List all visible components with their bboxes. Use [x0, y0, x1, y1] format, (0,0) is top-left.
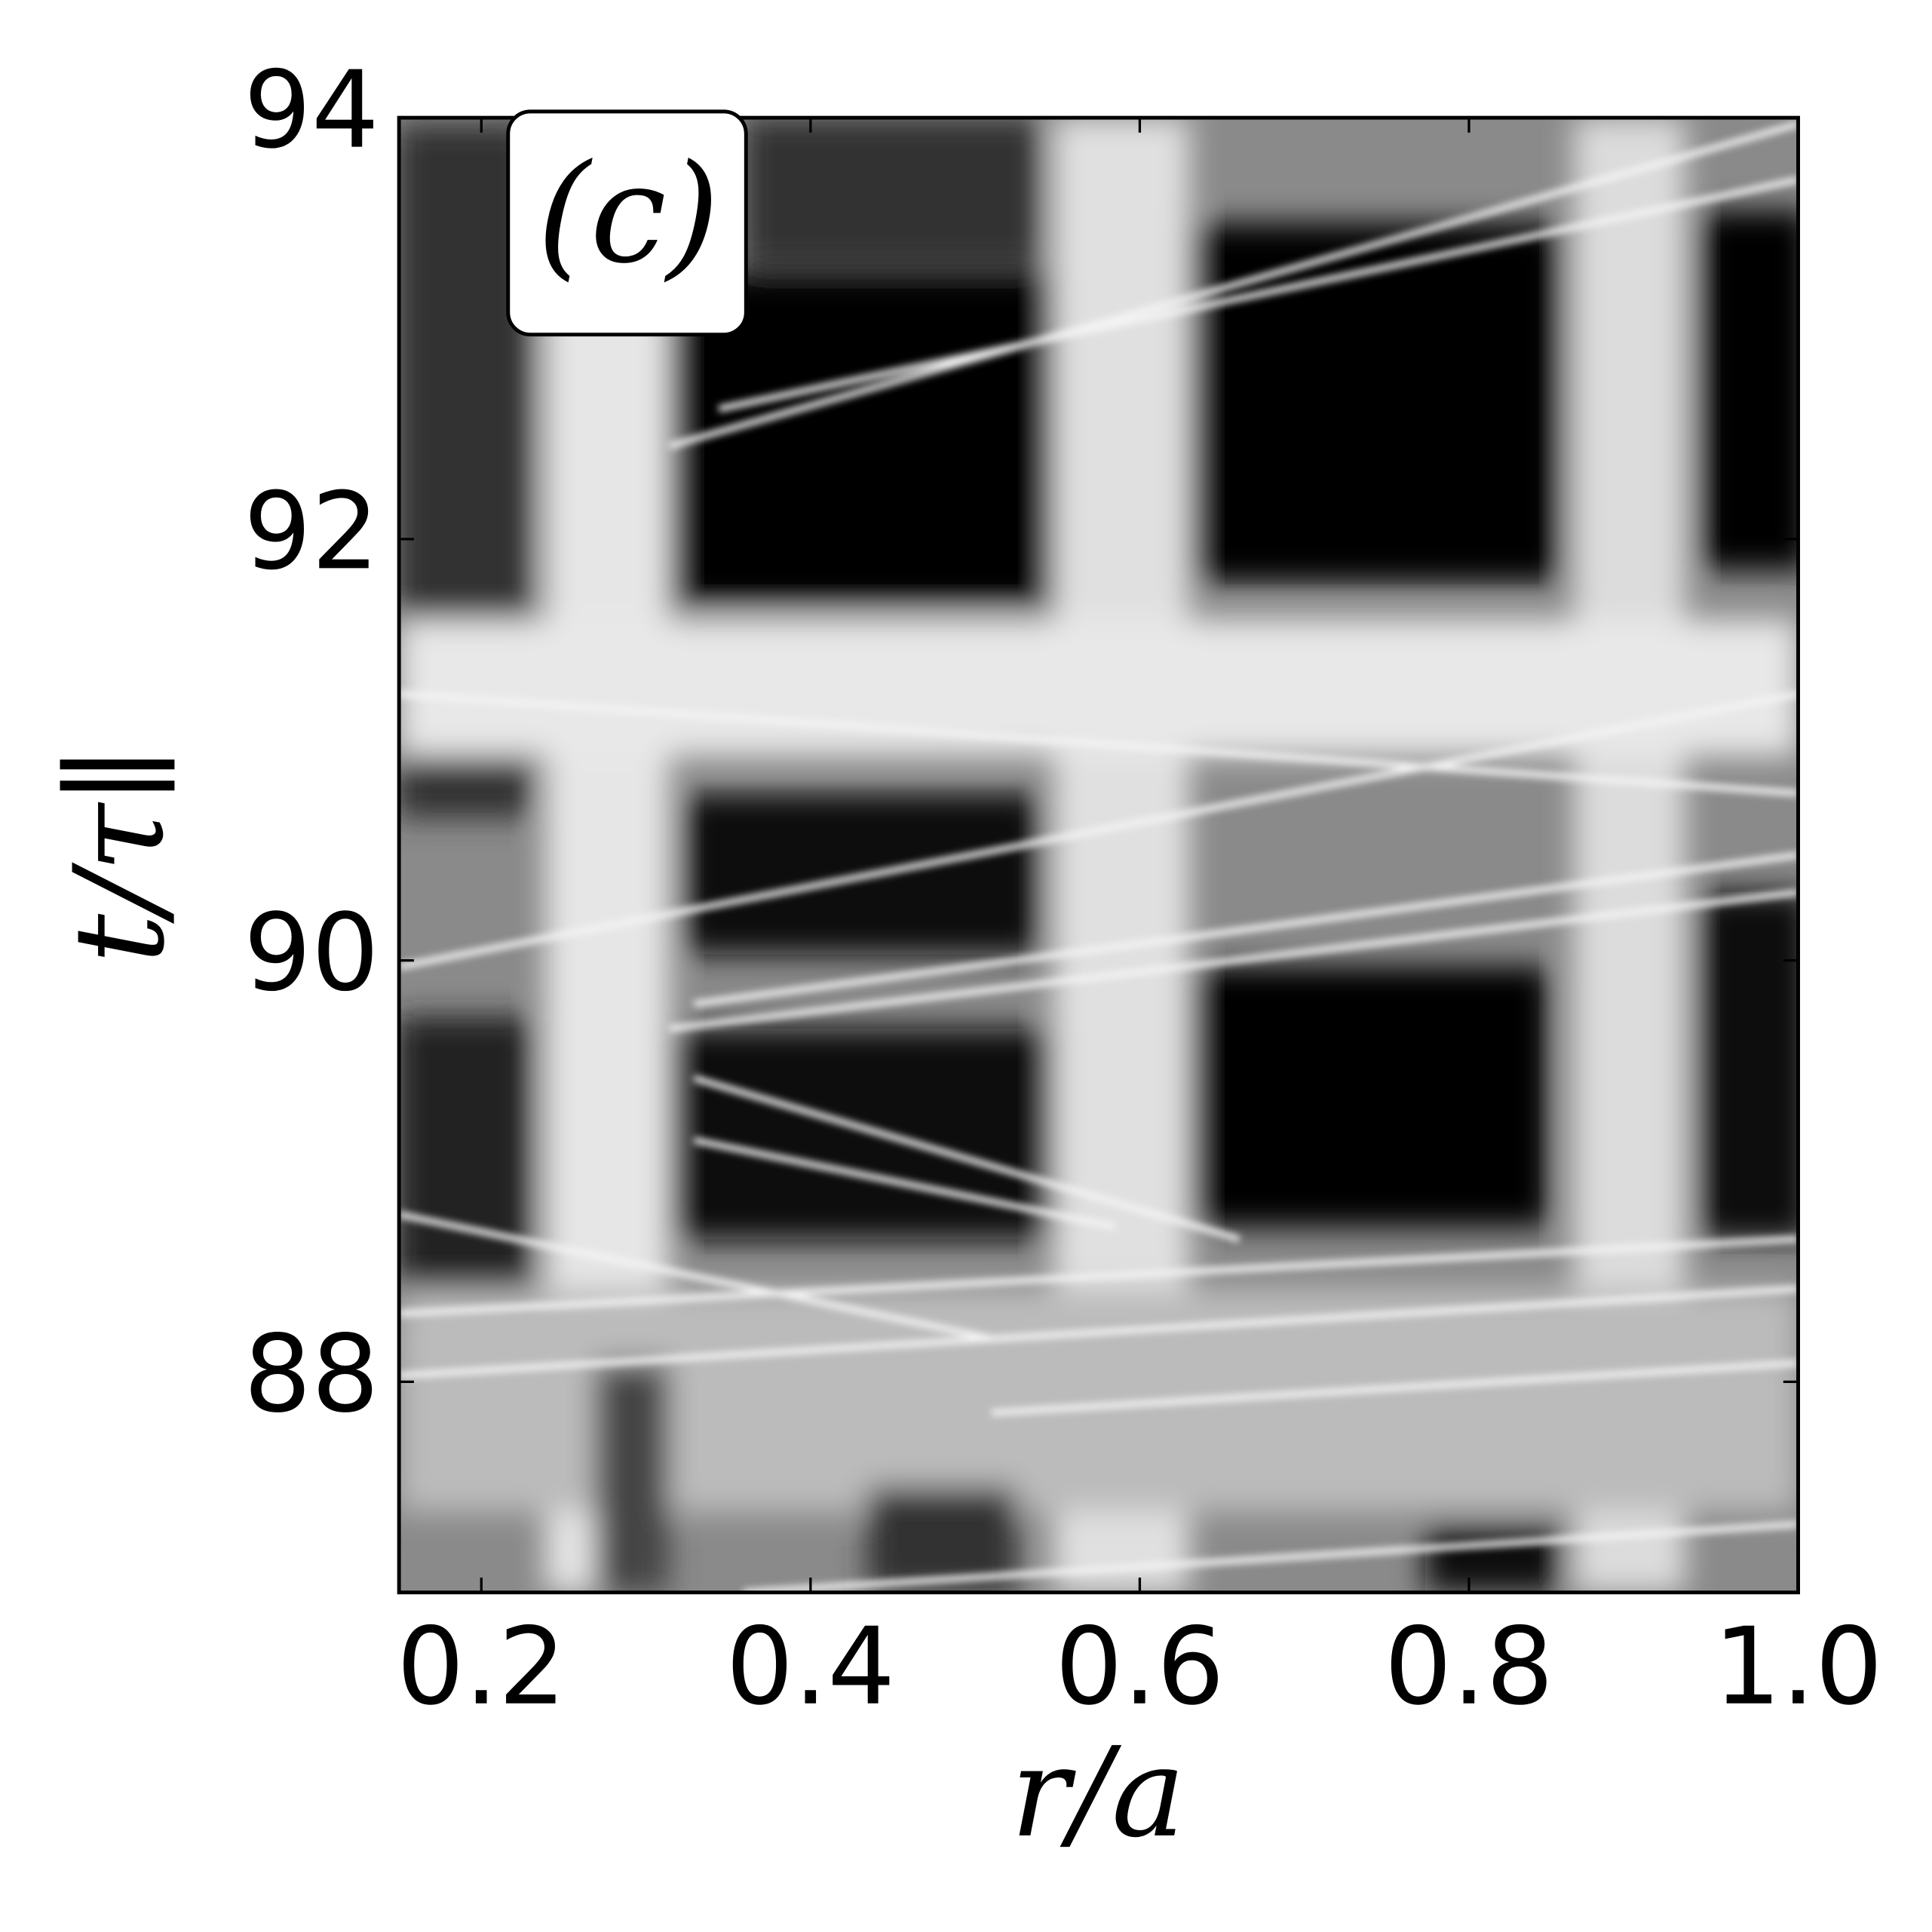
- y-tick-label: 88: [244, 1313, 379, 1437]
- x-tick-label: 0.8: [1385, 1605, 1554, 1729]
- y-tick-label: 94: [244, 49, 379, 173]
- annotation: (c): [537, 134, 719, 293]
- y-tick-label: 92: [244, 470, 379, 593]
- annotation-box: [506, 109, 748, 337]
- y-axis-label: t/τ∥: [47, 747, 192, 964]
- x-axis-label: r/a: [1010, 1720, 1185, 1865]
- heatmap-image: [399, 118, 1799, 1593]
- x-tick-label: 0.4: [725, 1605, 895, 1729]
- x-tick-label: 0.2: [397, 1605, 566, 1729]
- x-tick-label: 1.0: [1713, 1605, 1883, 1729]
- plot-frame: [397, 115, 1800, 1595]
- y-tick-label: 90: [244, 891, 379, 1015]
- x-tick-label: 0.6: [1055, 1605, 1225, 1729]
